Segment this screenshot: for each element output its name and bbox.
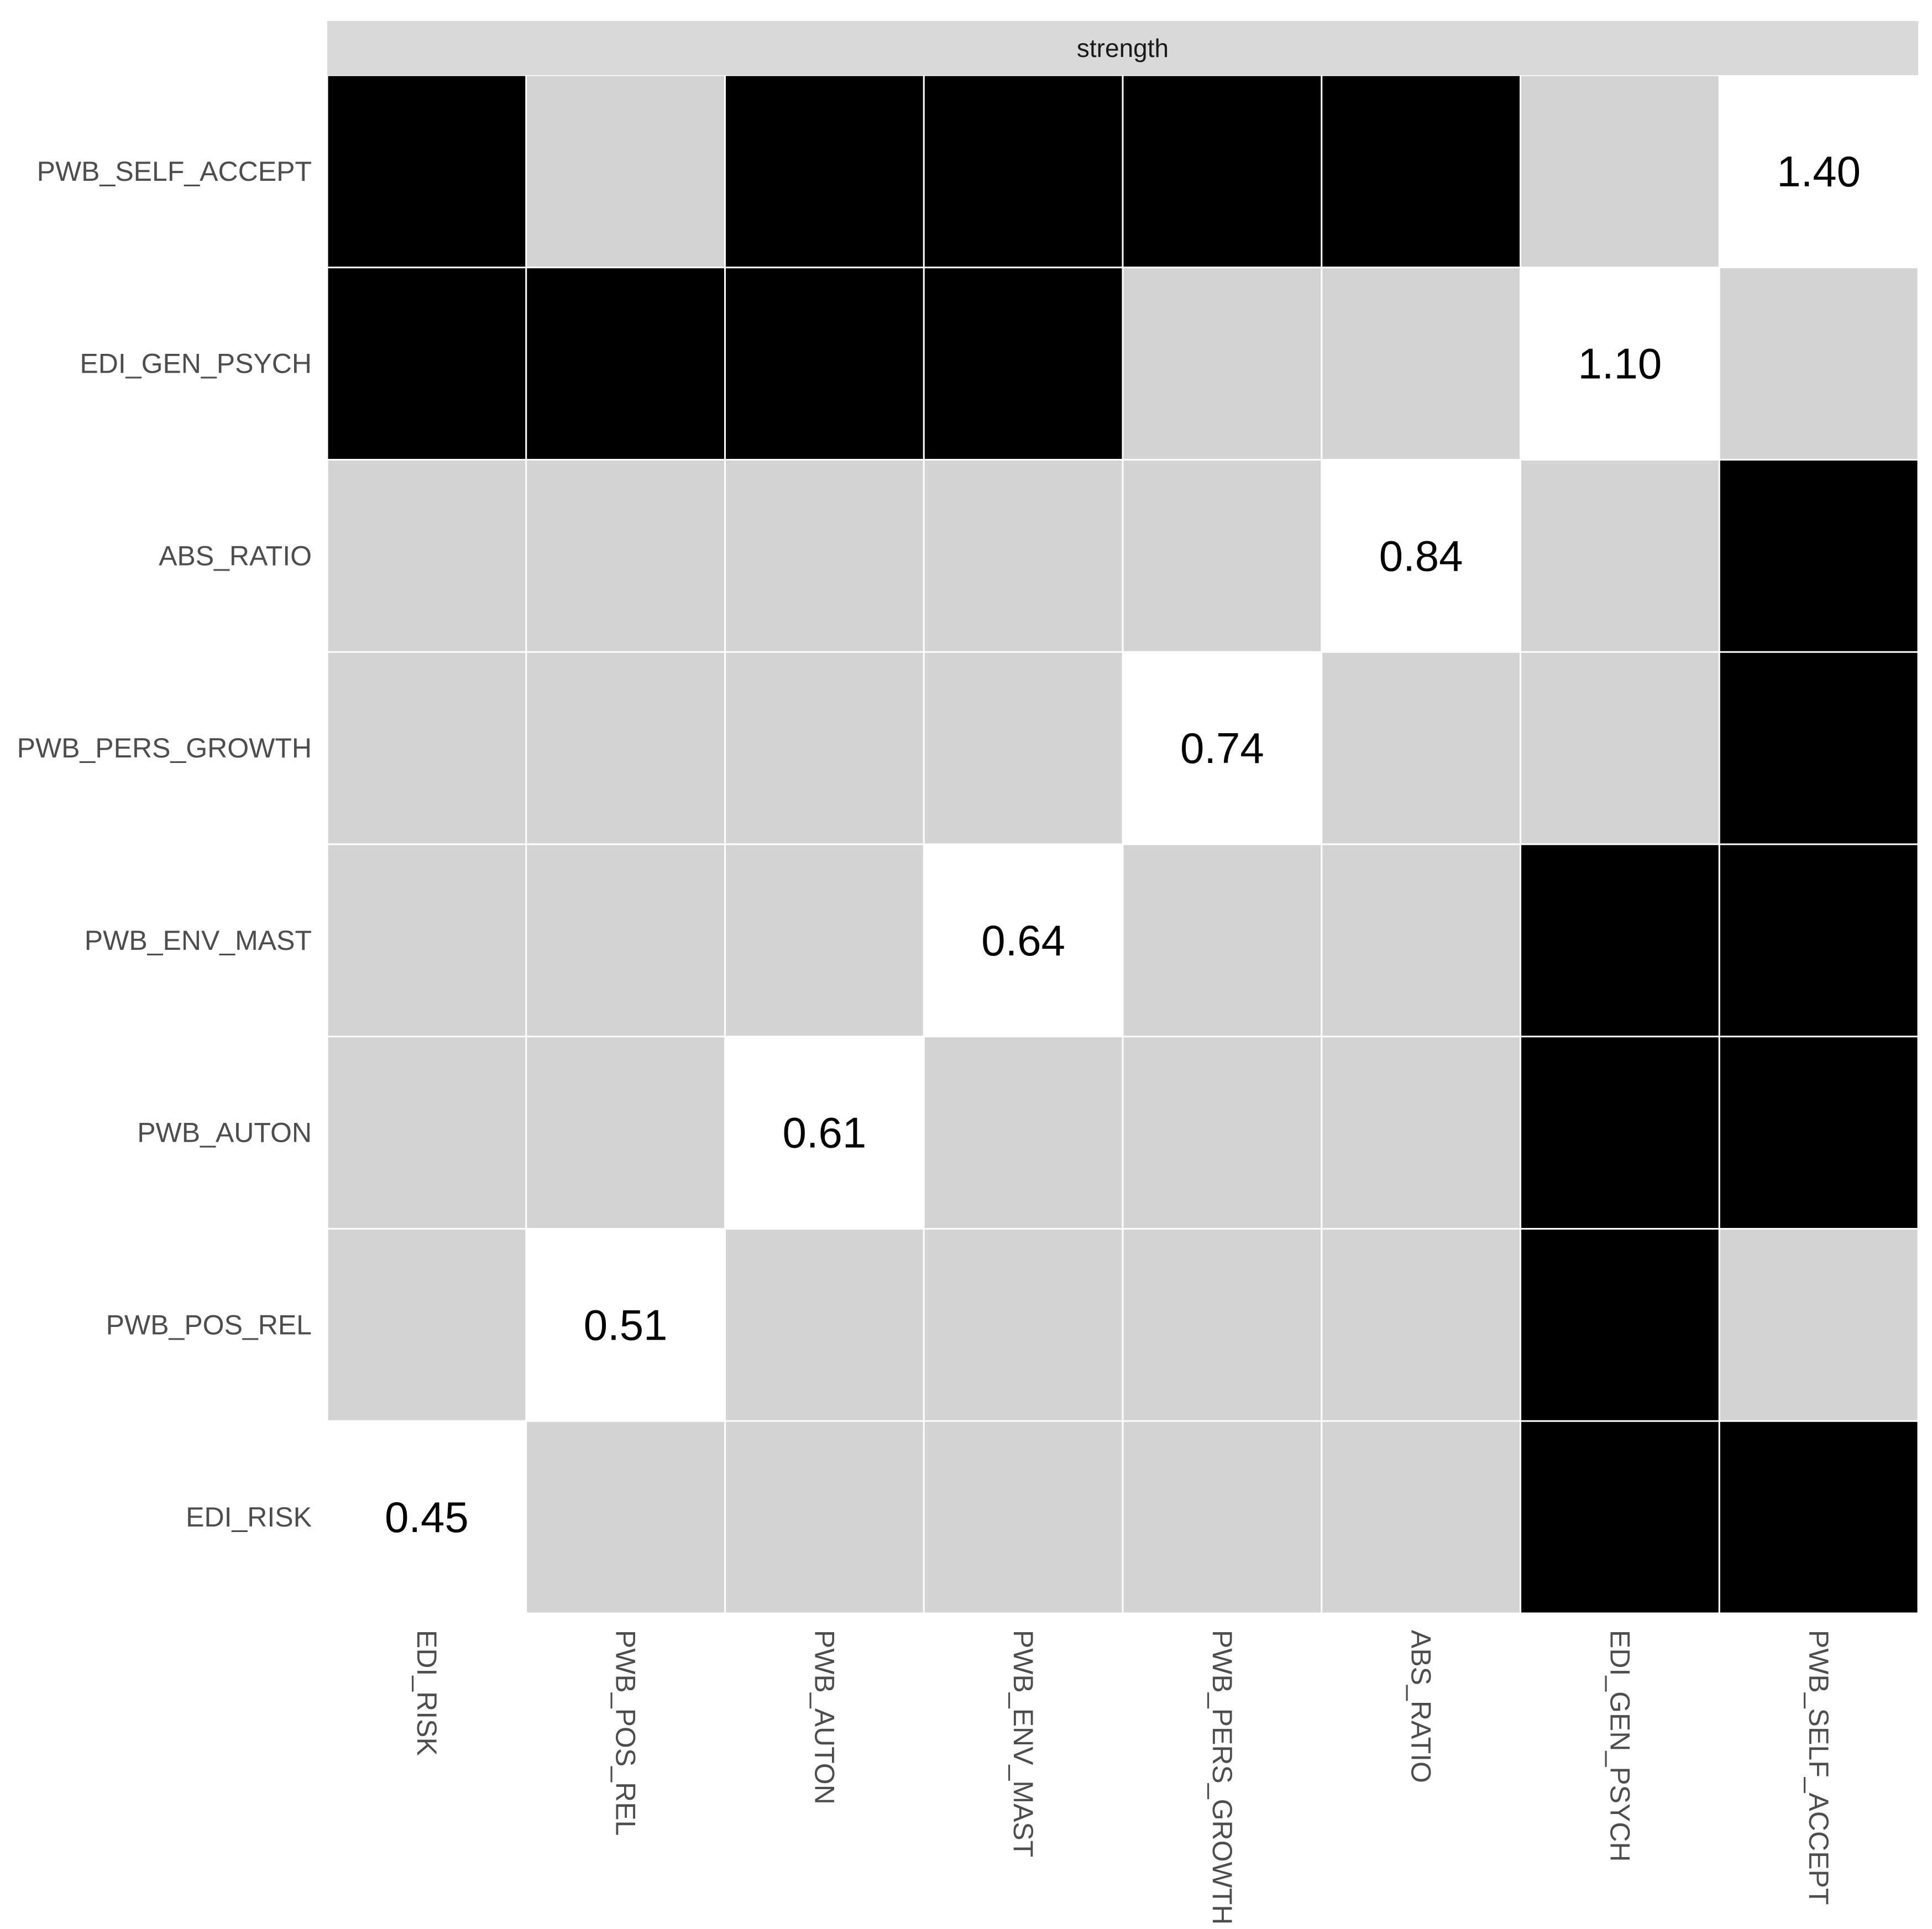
heatmap-cell-pwb-self-accept-pwb-pers-growth xyxy=(1123,76,1321,267)
heatmap-cell-edi-risk-pwb-self-accept xyxy=(1720,1421,1918,1613)
y-tick-label-pwb-auton: PWB_AUTON xyxy=(137,1117,312,1148)
heatmap-cell-abs-ratio-pwb-self-accept xyxy=(1720,461,1918,651)
value-label-pwb-env-mast: 0.64 xyxy=(981,916,1065,965)
heatmap-cell-pwb-pers-growth-pwb-env-mast xyxy=(924,652,1122,844)
heatmap-cell-abs-ratio-abs-ratio xyxy=(1322,461,1520,651)
heatmap-cell-edi-gen-psych-pwb-pos-rel xyxy=(527,268,724,459)
x-tick-label-edi-gen-psych: EDI_GEN_PSYCH xyxy=(1604,1630,1635,1862)
heatmap-cell-abs-ratio-edi-risk xyxy=(328,461,526,651)
facet-strip-background xyxy=(327,21,1918,75)
heatmap-cell-edi-risk-pwb-env-mast xyxy=(924,1421,1122,1613)
heatmap-cell-pwb-env-mast-edi-gen-psych xyxy=(1521,845,1719,1036)
heatmap-cell-pwb-env-mast-pwb-pos-rel xyxy=(527,845,724,1036)
heatmap-cell-pwb-pers-growth-pwb-self-accept xyxy=(1720,652,1918,844)
heatmap-cell-pwb-pers-growth-pwb-auton xyxy=(726,652,923,844)
heatmap-cell-pwb-env-mast-edi-risk xyxy=(328,845,526,1036)
y-tick-label-edi-gen-psych: EDI_GEN_PSYCH xyxy=(80,348,312,379)
x-axis-tick-labels: EDI_RISK PWB_POS_REL PWB_AUTON PWB_ENV_MAST… xyxy=(411,1630,1834,1925)
heatmap-cell-pwb-self-accept-pwb-auton xyxy=(726,76,923,267)
heatmap-cell-edi-risk-abs-ratio xyxy=(1322,1421,1520,1613)
heatmap-cell-pwb-pos-rel-pwb-pos-rel xyxy=(527,1230,724,1420)
y-tick-label-pwb-self-accept: PWB_SELF_ACCEPT xyxy=(37,156,312,187)
x-tick-label-pwb-pos-rel: PWB_POS_REL xyxy=(610,1630,641,1836)
y-axis-tick-labels: PWB_SELF_ACCEPT EDI_GEN_PSYCH ABS_RATIO PWB… xyxy=(17,156,312,1533)
heatmap-cell-pwb-self-accept-pwb-pos-rel xyxy=(527,76,724,267)
heatmap-cell-edi-gen-psych-edi-risk xyxy=(328,268,526,459)
heatmap-cell-pwb-self-accept-edi-risk xyxy=(328,76,526,267)
heatmap-cell-abs-ratio-pwb-env-mast xyxy=(924,461,1122,651)
heatmap-cell-pwb-self-accept-pwb-self-accept xyxy=(1720,76,1918,267)
heatmap-cell-pwb-pos-rel-abs-ratio xyxy=(1322,1230,1520,1420)
heatmap-cell-abs-ratio-edi-gen-psych xyxy=(1521,461,1719,651)
value-label-edi-risk: 0.45 xyxy=(385,1493,469,1541)
heatmap-cell-pwb-pos-rel-pwb-pers-growth xyxy=(1123,1230,1321,1420)
y-tick-label-edi-risk: EDI_RISK xyxy=(186,1502,312,1533)
value-label-pwb-pers-growth: 0.74 xyxy=(1180,724,1264,772)
heatmap-cell-pwb-auton-edi-gen-psych xyxy=(1521,1037,1719,1228)
heatmap-cell-pwb-pers-growth-abs-ratio xyxy=(1322,652,1520,844)
heatmap-cell-edi-gen-psych-abs-ratio xyxy=(1322,268,1520,459)
y-tick-label-pwb-pos-rel: PWB_POS_REL xyxy=(106,1309,312,1340)
heatmap-cell-pwb-auton-pwb-self-accept xyxy=(1720,1037,1918,1228)
value-label-pwb-pos-rel: 0.51 xyxy=(584,1300,668,1349)
heatmap-cell-pwb-pos-rel-pwb-env-mast xyxy=(924,1230,1122,1420)
heatmap-cell-edi-risk-pwb-pers-growth xyxy=(1123,1421,1321,1613)
heatmap-cell-pwb-pers-growth-pwb-pos-rel xyxy=(527,652,724,844)
heatmap-cell-edi-risk-pwb-auton xyxy=(726,1421,923,1613)
heatmap-cell-pwb-auton-abs-ratio xyxy=(1322,1037,1520,1228)
heatmap-cell-edi-gen-psych-pwb-self-accept xyxy=(1720,268,1918,459)
heatmap-cell-edi-gen-psych-pwb-env-mast xyxy=(924,268,1122,459)
heatmap-cell-edi-risk-edi-gen-psych xyxy=(1521,1421,1719,1613)
value-label-pwb-auton: 0.61 xyxy=(782,1109,866,1157)
heatmap-cell-pwb-env-mast-pwb-self-accept xyxy=(1720,845,1918,1036)
heatmap-cell-edi-gen-psych-pwb-auton xyxy=(726,268,923,459)
facet-strip: strength xyxy=(327,21,1918,75)
heatmap-cell-pwb-auton-pwb-auton xyxy=(726,1037,923,1228)
heatmap-cell-pwb-self-accept-pwb-env-mast xyxy=(924,76,1122,267)
heatmap-cell-pwb-pers-growth-edi-risk xyxy=(328,652,526,844)
heatmap-cell-edi-gen-psych-edi-gen-psych xyxy=(1521,268,1719,459)
heatmap-cell-pwb-pos-rel-pwb-auton xyxy=(726,1230,923,1420)
value-label-abs-ratio: 0.84 xyxy=(1379,531,1463,580)
heatmap-cell-pwb-auton-pwb-env-mast xyxy=(924,1037,1122,1228)
x-tick-label-pwb-env-mast: PWB_ENV_MAST xyxy=(1008,1630,1039,1857)
x-tick-label-abs-ratio: ABS_RATIO xyxy=(1406,1630,1437,1783)
heatmap-cells xyxy=(328,76,1918,1613)
heatmap-cell-pwb-pos-rel-edi-risk xyxy=(328,1230,526,1420)
x-tick-label-pwb-auton: PWB_AUTON xyxy=(809,1630,840,1805)
x-tick-label-edi-risk: EDI_RISK xyxy=(411,1630,442,1756)
heatmap-cell-pwb-env-mast-pwb-auton xyxy=(726,845,923,1036)
heatmap-cell-edi-risk-pwb-pos-rel xyxy=(527,1421,724,1613)
heatmap-cell-pwb-env-mast-abs-ratio xyxy=(1322,845,1520,1036)
diagonal-value-labels: 0.45 0.51 0.61 0.64 0.74 0.84 1.10 1.40 xyxy=(385,147,1861,1541)
heatmap-cell-edi-gen-psych-pwb-pers-growth xyxy=(1123,268,1321,459)
value-label-pwb-self-accept: 1.40 xyxy=(1777,147,1861,196)
heatmap-cell-pwb-auton-pwb-pos-rel xyxy=(527,1037,724,1228)
heatmap-cell-pwb-env-mast-pwb-env-mast xyxy=(924,845,1122,1036)
value-label-edi-gen-psych: 1.10 xyxy=(1578,339,1662,388)
heatmap-cell-pwb-pos-rel-edi-gen-psych xyxy=(1521,1230,1719,1420)
heatmap-cell-pwb-env-mast-pwb-pers-growth xyxy=(1123,845,1321,1036)
heatmap-cell-pwb-self-accept-abs-ratio xyxy=(1322,76,1520,267)
heatmap-cell-pwb-auton-edi-risk xyxy=(328,1037,526,1228)
heatmap-cell-pwb-auton-pwb-pers-growth xyxy=(1123,1037,1321,1228)
heatmap-cell-abs-ratio-pwb-pos-rel xyxy=(527,461,724,651)
heatmap-cell-abs-ratio-pwb-auton xyxy=(726,461,923,651)
y-tick-label-pwb-pers-growth: PWB_PERS_GROWTH xyxy=(17,733,312,764)
heatmap-cell-pwb-pers-growth-pwb-pers-growth xyxy=(1123,652,1321,844)
x-tick-label-pwb-pers-growth: PWB_PERS_GROWTH xyxy=(1207,1630,1238,1925)
heatmap-cell-abs-ratio-pwb-pers-growth xyxy=(1123,461,1321,651)
heatmap-cell-pwb-pers-growth-edi-gen-psych xyxy=(1521,652,1719,844)
heatmap-cell-pwb-self-accept-edi-gen-psych xyxy=(1521,76,1719,267)
facet-strip-label: strength xyxy=(1077,34,1169,62)
y-tick-label-pwb-env-mast: PWB_ENV_MAST xyxy=(85,925,312,956)
x-tick-label-pwb-self-accept: PWB_SELF_ACCEPT xyxy=(1803,1630,1834,1905)
heatmap-cell-pwb-pos-rel-pwb-self-accept xyxy=(1720,1230,1918,1420)
heatmap-cell-edi-risk-edi-risk xyxy=(328,1421,526,1613)
y-tick-label-abs-ratio: ABS_RATIO xyxy=(159,540,312,571)
